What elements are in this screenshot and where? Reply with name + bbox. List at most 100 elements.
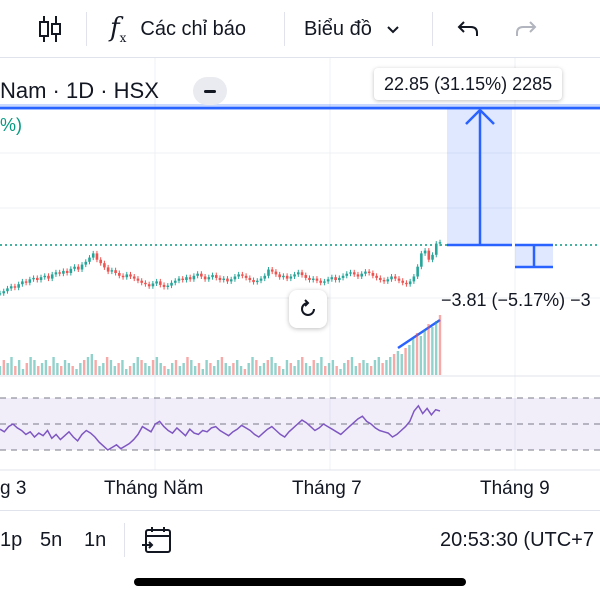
- measure-down-label: −3.81 (−5.17%) −3: [441, 290, 591, 310]
- candle: [263, 275, 267, 279]
- candle: [226, 278, 229, 282]
- candle: [65, 270, 69, 273]
- volume-bar: [350, 357, 354, 375]
- volume-bar: [94, 360, 97, 375]
- candle: [285, 275, 289, 279]
- candle: [114, 270, 117, 273]
- candle: [151, 283, 155, 287]
- candle: [360, 273, 363, 277]
- volume-bar: [10, 357, 13, 375]
- xaxis-label-july: Tháng 7: [292, 478, 362, 499]
- minus-icon: [204, 89, 216, 93]
- volume-bar: [0, 366, 2, 375]
- undo-button[interactable]: [456, 0, 480, 58]
- candle: [21, 281, 24, 285]
- indicators-button[interactable]: fx Các chỉ báo: [110, 0, 246, 58]
- volume-bar: [159, 363, 162, 375]
- candle: [259, 278, 263, 281]
- candle: [352, 272, 356, 275]
- candle: [121, 275, 125, 278]
- price-chart[interactable]: [0, 58, 600, 528]
- candle: [200, 273, 203, 277]
- volume-bar: [102, 363, 105, 375]
- symbol-title[interactable]: Nam · 1D · HSX: [0, 78, 159, 103]
- volume-bar: [178, 366, 182, 375]
- candle: [211, 275, 214, 278]
- volume-bar: [312, 360, 315, 375]
- volume-bar: [29, 357, 32, 375]
- candle: [379, 277, 382, 280]
- candle: [203, 276, 207, 280]
- volume-bar: [67, 363, 71, 375]
- candle: [315, 278, 319, 281]
- volume-bar: [60, 366, 63, 375]
- volume-bar: [258, 366, 262, 375]
- candle: [47, 275, 50, 279]
- candle: [423, 250, 427, 254]
- candlestick-icon[interactable]: [36, 0, 64, 58]
- legend-value: %): [0, 115, 22, 135]
- volume-bar: [98, 366, 101, 375]
- volume-bar: [190, 360, 193, 375]
- xaxis-label-september: Tháng 9: [480, 478, 550, 499]
- candle: [9, 286, 13, 289]
- volume-bar: [308, 366, 312, 375]
- chart-type-button[interactable]: Biểu đồ: [304, 0, 400, 58]
- volume-bar: [113, 366, 116, 375]
- volume-bar: [354, 366, 358, 375]
- reset-chart-button[interactable]: [289, 290, 327, 328]
- volume-bar: [316, 363, 319, 375]
- candle: [401, 280, 405, 283]
- candle: [28, 279, 32, 283]
- candle: [73, 266, 76, 269]
- home-indicator: [134, 578, 466, 586]
- candle: [371, 273, 375, 276]
- volume-bar: [327, 363, 331, 375]
- volume-bar: [243, 369, 247, 375]
- candle: [323, 281, 326, 283]
- candle: [252, 280, 255, 283]
- volume-bar: [21, 369, 25, 375]
- volume-bar: [404, 348, 407, 375]
- range-button-1n[interactable]: 1n: [84, 528, 107, 551]
- candle: [185, 277, 188, 280]
- candle: [386, 279, 390, 282]
- volume-bar: [148, 366, 151, 375]
- volume-bar: [82, 360, 86, 375]
- candle: [24, 281, 28, 283]
- candle: [289, 276, 293, 279]
- candle: [147, 284, 151, 287]
- volume-bar: [377, 357, 380, 375]
- candle: [382, 280, 386, 282]
- volume-bar: [281, 369, 285, 375]
- candle: [166, 285, 170, 287]
- range-button-1p[interactable]: 1p: [0, 528, 23, 551]
- candle: [233, 276, 237, 280]
- time-zone-label[interactable]: 20:53:30 (UTC+7: [440, 528, 594, 551]
- calendar-goto-button[interactable]: [142, 511, 174, 569]
- volume-bar: [224, 363, 227, 375]
- volume-bar: [170, 363, 174, 375]
- candle: [69, 268, 73, 273]
- candle: [300, 272, 304, 276]
- volume-bar: [293, 366, 296, 375]
- volume-bar: [220, 357, 224, 375]
- volume-bar: [52, 357, 55, 375]
- candle: [248, 277, 252, 280]
- volume-bar: [408, 345, 411, 375]
- volume-bar: [155, 357, 159, 375]
- volume-bar: [125, 369, 128, 375]
- candle: [367, 271, 371, 273]
- volume-bar: [136, 357, 139, 375]
- candle: [35, 277, 39, 280]
- volume-bar: [182, 363, 185, 375]
- redo-button[interactable]: [514, 0, 538, 58]
- range-button-5n[interactable]: 5n: [40, 528, 63, 551]
- volume-bar: [427, 324, 430, 375]
- candle: [110, 270, 114, 272]
- volume-bar: [251, 357, 254, 375]
- top-toolbar: fx Các chỉ báo Biểu đồ: [0, 0, 600, 58]
- collapse-legend-button[interactable]: [193, 77, 227, 105]
- volume-bar: [434, 321, 438, 375]
- volume-bar: [438, 315, 442, 375]
